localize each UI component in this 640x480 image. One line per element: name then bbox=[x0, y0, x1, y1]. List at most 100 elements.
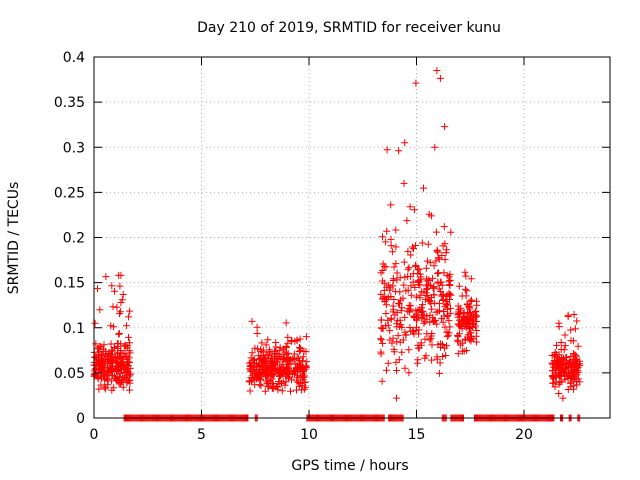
data-point bbox=[570, 350, 577, 358]
data-point bbox=[256, 376, 264, 384]
data-point bbox=[435, 269, 443, 277]
data-point bbox=[277, 372, 284, 380]
data-point bbox=[115, 366, 123, 374]
data-point bbox=[428, 330, 436, 337]
data-point bbox=[447, 228, 455, 236]
data-point bbox=[433, 353, 441, 361]
y-tick-label: 0.15 bbox=[54, 276, 85, 292]
data-point bbox=[271, 353, 279, 360]
data-point bbox=[434, 279, 442, 287]
data-point bbox=[96, 343, 104, 351]
data-point bbox=[266, 348, 274, 356]
x-tick-label: 20 bbox=[515, 427, 533, 443]
data-point bbox=[561, 331, 569, 339]
data-point bbox=[379, 267, 387, 274]
data-point bbox=[466, 297, 474, 305]
data-point bbox=[378, 377, 386, 385]
data-point bbox=[455, 322, 463, 330]
data-point bbox=[248, 349, 256, 357]
data-point bbox=[389, 275, 397, 283]
data-point bbox=[117, 360, 125, 368]
data-point bbox=[467, 275, 475, 283]
data-point bbox=[119, 291, 127, 298]
data-point bbox=[446, 323, 454, 331]
data-point bbox=[268, 354, 276, 362]
data-point bbox=[258, 339, 266, 347]
data-point bbox=[269, 370, 277, 378]
data-point bbox=[303, 358, 311, 366]
data-point bbox=[430, 283, 438, 291]
data-point bbox=[270, 371, 278, 379]
data-point bbox=[271, 360, 279, 368]
data-point bbox=[404, 265, 412, 273]
data-point bbox=[380, 262, 388, 270]
data-point bbox=[444, 305, 452, 313]
data-point bbox=[255, 371, 262, 379]
data-point bbox=[246, 387, 254, 395]
data-point bbox=[277, 354, 285, 362]
data-point bbox=[434, 270, 442, 277]
data-point bbox=[98, 361, 106, 369]
data-point bbox=[122, 322, 130, 330]
data-point bbox=[121, 342, 129, 350]
data-point bbox=[256, 366, 263, 374]
axis-ticks: 0 0.05 0.1 0.15 0.2 0.25 0.3 0.35 0.4 0 5 10 15 20 bbox=[54, 50, 610, 443]
data-point bbox=[125, 313, 133, 321]
data-point bbox=[284, 374, 292, 382]
data-point bbox=[454, 333, 462, 341]
data-point bbox=[377, 290, 385, 298]
data-point bbox=[261, 387, 269, 395]
y-tick-label: 0.05 bbox=[54, 366, 85, 382]
data-point bbox=[382, 310, 390, 317]
data-point bbox=[463, 316, 471, 323]
data-point bbox=[108, 377, 116, 385]
data-point bbox=[418, 239, 426, 247]
data-point bbox=[427, 334, 435, 342]
data-point bbox=[301, 378, 309, 386]
data-point bbox=[383, 146, 391, 154]
data-point bbox=[117, 347, 125, 355]
data-point bbox=[428, 341, 436, 349]
data-point bbox=[406, 324, 414, 331]
data-point bbox=[115, 330, 123, 338]
data-point bbox=[262, 341, 270, 349]
data-point bbox=[296, 335, 304, 343]
data-point bbox=[428, 305, 436, 313]
data-point bbox=[302, 333, 310, 341]
data-point bbox=[422, 264, 430, 272]
x-tick-label: 15 bbox=[408, 427, 426, 443]
data-point bbox=[104, 381, 112, 389]
data-point bbox=[548, 360, 556, 368]
data-point bbox=[390, 263, 398, 271]
data-point bbox=[297, 379, 305, 387]
data-point bbox=[459, 319, 467, 327]
data-point bbox=[377, 350, 385, 358]
grid-lines bbox=[94, 57, 610, 418]
data-point bbox=[115, 330, 123, 337]
data-point bbox=[278, 387, 286, 395]
data-point bbox=[569, 357, 577, 365]
data-point bbox=[464, 333, 472, 341]
data-point bbox=[558, 355, 566, 362]
data-point bbox=[301, 372, 308, 380]
data-point bbox=[282, 319, 290, 327]
data-point bbox=[462, 272, 470, 280]
data-point bbox=[576, 378, 584, 386]
data-point bbox=[302, 383, 310, 391]
data-point bbox=[109, 371, 117, 379]
y-axis-label: SRMTID / TECUs bbox=[6, 182, 22, 295]
data-point bbox=[295, 348, 303, 355]
data-point bbox=[409, 278, 417, 286]
data-point bbox=[436, 359, 444, 367]
data-point bbox=[555, 371, 563, 379]
data-point bbox=[465, 303, 473, 311]
data-point bbox=[382, 238, 390, 246]
data-point bbox=[427, 212, 435, 220]
y-tick-label: 0.1 bbox=[63, 321, 85, 337]
data-point bbox=[293, 386, 300, 394]
data-point bbox=[113, 350, 121, 358]
data-point bbox=[381, 298, 389, 305]
data-point bbox=[419, 301, 426, 309]
data-point bbox=[389, 308, 397, 316]
x-axis-label: GPS time / hours bbox=[291, 458, 408, 474]
